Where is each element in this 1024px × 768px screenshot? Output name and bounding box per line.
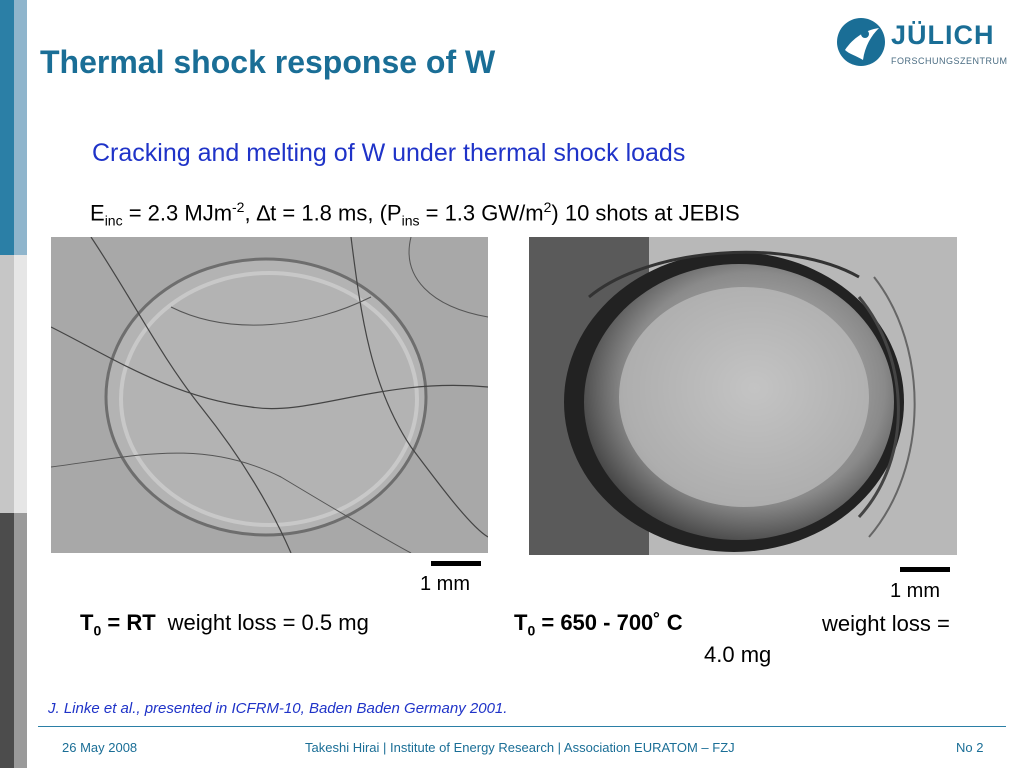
footer-page-number: No 2 — [956, 740, 984, 755]
caption-650c-weight-loss: weight loss = — [822, 611, 950, 636]
param-tail: ) 10 shots at JEBIS — [551, 200, 740, 226]
sample-photo-rt — [50, 236, 489, 554]
caption-650c-weight-loss-value: 4.0 mg — [704, 642, 772, 667]
footer-author: Takeshi Hirai | Institute of Energy Rese… — [305, 740, 735, 755]
caption-rt-weight-loss: weight loss = 0.5 mg — [167, 610, 369, 635]
sidebar-segment-middle — [0, 255, 27, 513]
sidebar-stripe — [0, 0, 27, 768]
scale-bar-right — [900, 567, 950, 572]
caption-rt-t: T — [80, 610, 94, 635]
param-p-sub: ins — [401, 212, 420, 229]
caption-650c-t-sub: 0 — [527, 622, 536, 639]
param-e-exp: -2 — [232, 199, 245, 215]
param-e-value: = 2.3 MJm — [122, 200, 233, 226]
param-dt: , ∆t = 1.8 ms, (P — [244, 200, 402, 226]
sample-photo-650c — [529, 237, 957, 555]
slide-subtitle: Cracking and melting of W under thermal … — [92, 139, 686, 167]
caption-rt: T0 = RT weight loss = 0.5 mg — [80, 610, 369, 638]
param-e-sub: inc — [104, 212, 123, 229]
logo-subtitle: FORSCHUNGSZENTRUM — [891, 56, 1008, 66]
sidebar-segment-top — [0, 0, 27, 255]
caption-rt-t-sub: 0 — [93, 622, 102, 639]
load-parameters: Einc = 2.3 MJm-2, ∆t = 1.8 ms, (Pins = 1… — [90, 199, 740, 229]
logo-wordmark: JÜLICH — [891, 20, 995, 50]
juelich-logo: JÜLICH FORSCHUNGSZENTRUM — [835, 14, 1008, 72]
reference-citation: J. Linke et al., presented in ICFRM-10, … — [48, 700, 508, 717]
juelich-logo-icon — [837, 18, 885, 66]
scale-bar-left — [431, 561, 481, 566]
param-p-exp: 2 — [543, 199, 552, 215]
caption-650c-t: T — [514, 610, 528, 635]
caption-650c: T0 = 650 - 700˚ C — [514, 610, 683, 638]
sidebar-segment-bottom — [0, 513, 27, 768]
footer-divider — [38, 726, 1006, 727]
caption-rt-t-value: = RT — [101, 610, 156, 635]
param-p-value: = 1.3 GW/m — [419, 200, 544, 226]
caption-650c-t-value: = 650 - 700˚ C — [535, 610, 683, 635]
scale-label-left: 1 mm — [420, 573, 470, 595]
param-e: E — [90, 200, 105, 226]
page-title: Thermal shock response of W — [40, 44, 496, 80]
footer-date: 26 May 2008 — [62, 740, 138, 755]
scale-label-right: 1 mm — [890, 580, 940, 602]
